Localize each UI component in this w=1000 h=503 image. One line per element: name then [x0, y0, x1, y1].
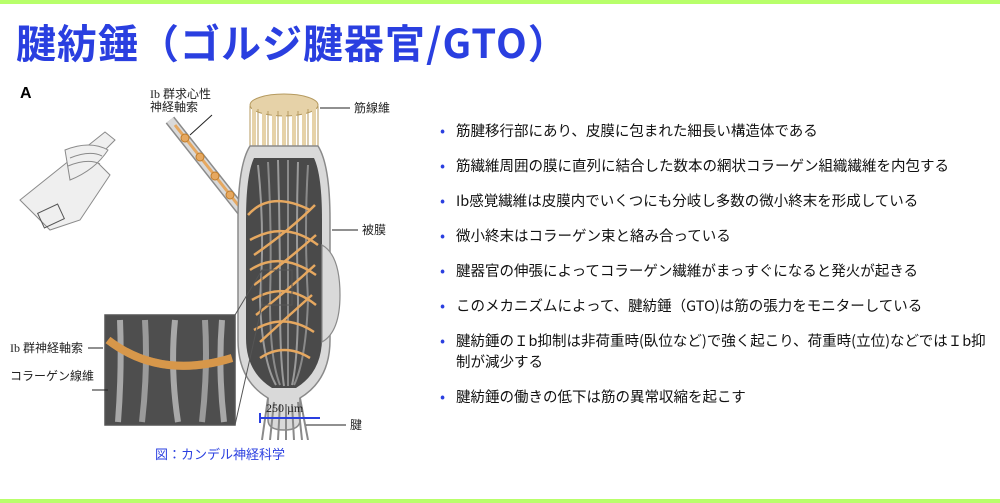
bullet-item: 筋繊維周囲の膜に直列に結合した数本の網状コラーゲン組織繊維を内包する	[440, 155, 990, 176]
bullet-item: 腱紡錘のＩb抑制は非荷重時(臥位など)で強く起こり、荷重時(立位)などではＩb抑…	[440, 330, 990, 372]
arm-inset	[20, 132, 115, 230]
page-title: 腱紡錘（ゴルジ腱器官/GTO）	[0, 4, 1000, 80]
bullet-item: Ib感覚繊維は皮膜内でいくつにも分岐し多数の微小終末を形成している	[440, 190, 990, 211]
bullet-item: このメカニズムによって、腱紡錘（GTO)は筋の張力をモニターしている	[440, 295, 990, 316]
figure-column: A	[10, 80, 430, 463]
label-capsule: 被膜	[362, 223, 386, 237]
label-muscle-fiber: 筋線維	[354, 100, 390, 115]
bullet-item: 腱紡錘の働きの低下は筋の異常収縮を起こす	[440, 386, 990, 407]
bullet-item: 腱器官の伸張によってコラーゲン繊維がまっすぐになると発火が起きる	[440, 260, 990, 281]
label-tendon: 腱	[350, 418, 362, 432]
panel-letter: A	[20, 85, 32, 102]
label-collagen: コラーゲン線維	[10, 368, 94, 383]
muscle-fiber-bundle	[250, 94, 318, 150]
content-row: A	[0, 80, 1000, 463]
gto-diagram: A	[10, 80, 430, 440]
label-ib-afferent: Ib 群求心性神経軸索	[150, 87, 211, 114]
label-ib-axon: Ib 群神経軸索	[10, 341, 83, 355]
text-column: 筋腱移行部にあり、皮膜に包まれた細長い構造体である筋繊維周囲の膜に直列に結合した…	[440, 80, 990, 463]
bullet-item: 筋腱移行部にあり、皮膜に包まれた細長い構造体である	[440, 120, 990, 141]
bullet-item: 微小終末はコラーゲン束と絡み合っている	[440, 225, 990, 246]
gto-capsule	[238, 94, 340, 440]
figure-box: A	[10, 80, 430, 440]
ib-afferent-axon	[170, 120, 245, 215]
bullet-list: 筋腱移行部にあり、皮膜に包まれた細長い構造体である筋繊維周囲の膜に直列に結合した…	[440, 120, 990, 407]
bottom-accent-bar	[0, 499, 1000, 503]
label-scale: 250 µm	[266, 401, 304, 415]
figure-caption: 図：カンデル神経科学	[10, 444, 430, 463]
